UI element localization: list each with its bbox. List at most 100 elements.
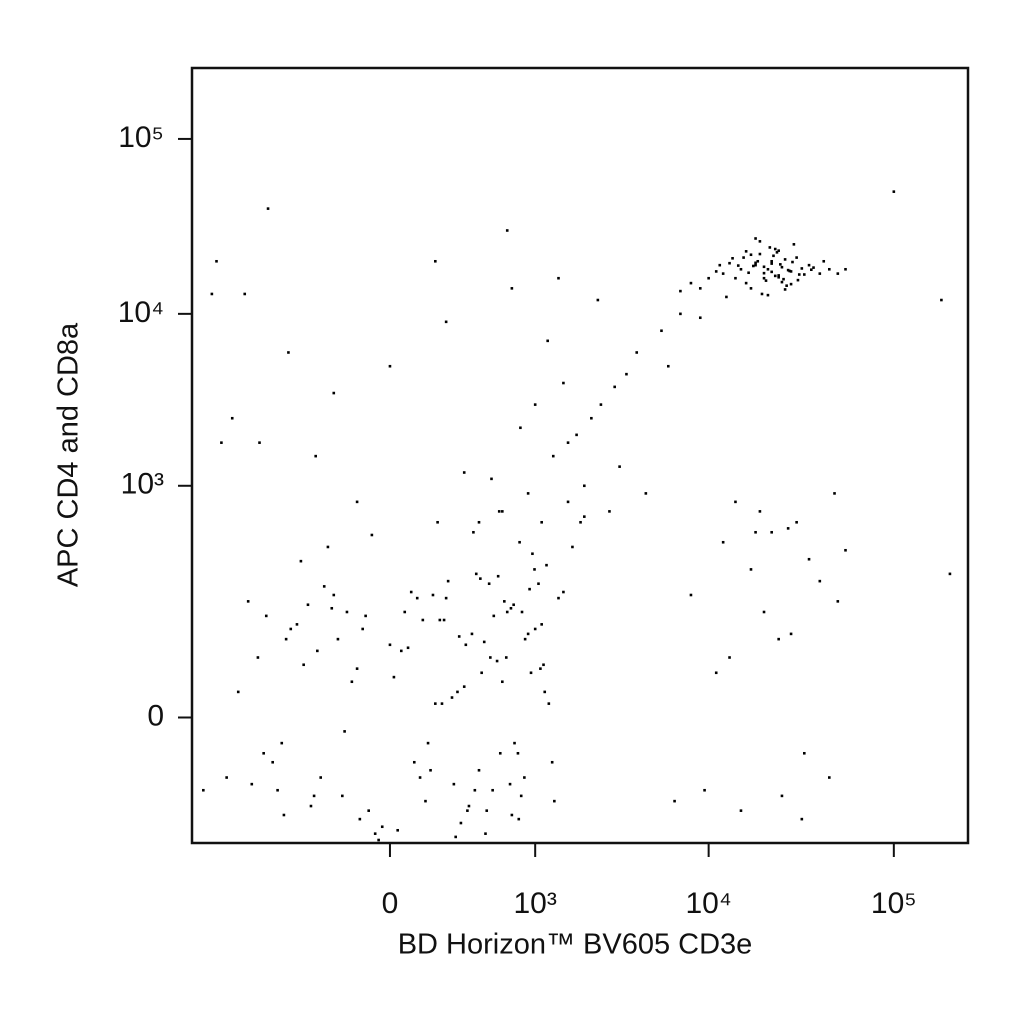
dot [562,590,565,594]
dot [262,751,265,755]
dot [788,269,791,273]
dot [718,263,722,267]
dot [762,271,766,275]
dot [364,614,367,618]
dot [424,799,427,803]
dot [749,287,753,290]
dot [786,527,790,530]
dot [480,671,483,675]
dot [739,809,743,812]
dot [243,292,247,296]
dot [795,520,798,524]
dot [350,680,354,684]
dot [442,618,446,622]
dot [673,799,676,803]
dot [519,426,522,430]
dot [742,256,745,259]
dot [721,272,725,275]
dot [264,614,268,618]
dot [319,776,323,779]
x-tick-label: 0 [382,887,399,920]
dot [734,276,737,280]
dot [306,603,310,607]
dot [470,632,474,636]
dot [762,265,766,269]
dot [818,579,822,583]
dot [707,276,710,280]
dot [789,270,793,273]
dot [518,540,521,544]
x-tick-label: 10⁵ [871,887,917,920]
dot [526,632,530,636]
dot [258,441,261,444]
dot [452,782,456,786]
dot [505,610,509,614]
dot [454,835,457,839]
dot [450,696,454,699]
dot [807,557,811,561]
dot [777,274,780,277]
dot [557,276,560,280]
dot [519,794,523,798]
dot [800,267,804,270]
dot [766,293,770,297]
dot [467,804,471,808]
dot [768,246,772,249]
y-tick-label: 0 [147,699,164,732]
dot [517,817,521,821]
dot [512,603,515,607]
dot [796,278,800,282]
dot [599,403,603,406]
dot [689,281,693,285]
dot [833,492,836,495]
dot [783,258,787,261]
dot [770,270,773,274]
dot [230,416,234,420]
dot [220,441,223,444]
dot [810,268,813,272]
dot [644,492,648,495]
dot [728,261,731,265]
dot [728,656,731,659]
dot [299,559,303,563]
dot [326,545,330,549]
dot [332,391,336,395]
dot [462,685,466,688]
dot [613,385,616,389]
dot [775,251,779,254]
dot [679,289,682,293]
dot [758,252,762,256]
dot [330,606,334,610]
dot [725,295,728,299]
dot [758,240,762,243]
dot [679,312,682,316]
dot [491,788,494,792]
dot [791,260,794,264]
dot [731,257,734,260]
dot [510,813,514,817]
dot [210,292,214,296]
dot [762,610,766,614]
dot [551,454,555,458]
dot [540,623,543,626]
dot [367,809,370,812]
dot [531,552,534,556]
dot [822,259,826,263]
dot [583,515,586,518]
dot [749,253,753,257]
dot [773,274,777,278]
dot [418,776,422,779]
dot [760,292,764,296]
dot [421,618,425,622]
dot [836,600,840,603]
dot [373,832,377,835]
dot [754,237,757,240]
dot [289,627,293,631]
dot [429,768,432,772]
dot [477,520,481,524]
dot [777,275,780,279]
dot [510,287,514,290]
dot [523,776,526,779]
dot [280,741,284,745]
